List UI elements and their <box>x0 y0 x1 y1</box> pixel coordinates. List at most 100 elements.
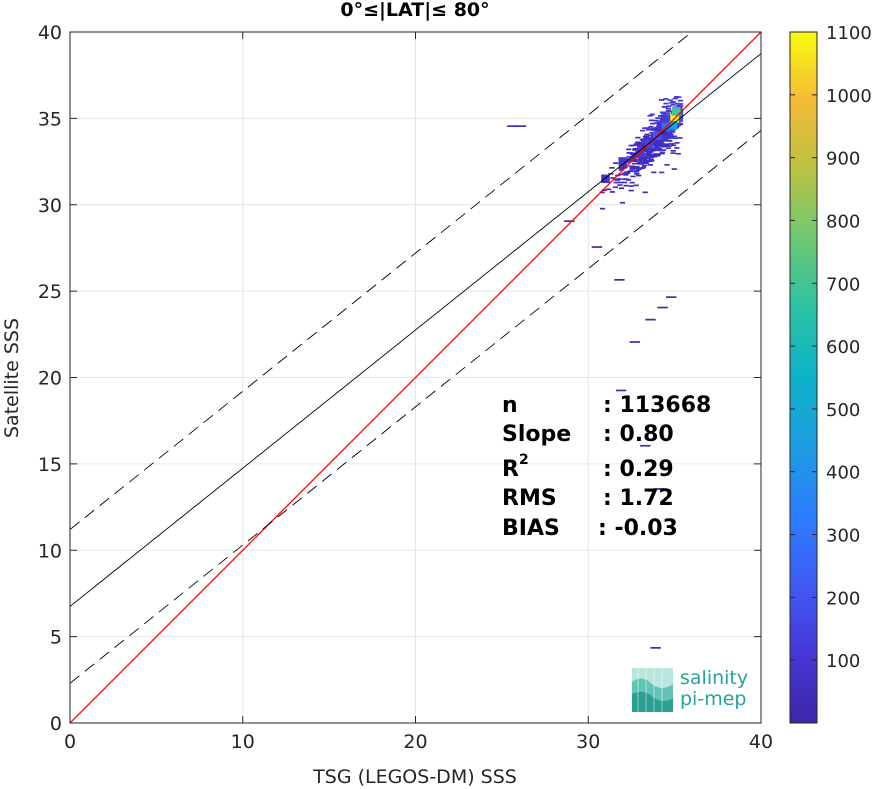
density-cell-outlier <box>629 341 641 343</box>
density-cell <box>629 168 635 171</box>
density-cell <box>632 147 638 150</box>
logo-text-pi-mep: pi-mep <box>680 688 746 710</box>
density-cell <box>623 184 629 187</box>
density-cell <box>626 179 632 181</box>
density-cell <box>627 160 633 162</box>
identity-line <box>70 32 761 723</box>
density-cell <box>661 136 667 139</box>
reference-lines <box>70 32 761 723</box>
density-cell <box>643 162 649 165</box>
x-tick-label: 0 <box>64 731 76 753</box>
density-cell <box>622 172 628 174</box>
density-cell <box>670 104 676 106</box>
density-cell <box>661 105 667 108</box>
density-cell <box>638 163 644 165</box>
density-cell <box>633 184 639 187</box>
density-cell <box>661 116 667 119</box>
density-cell <box>649 113 655 116</box>
density-cell <box>677 123 684 125</box>
density-cell <box>666 139 672 142</box>
density-cell <box>671 144 677 147</box>
density-cell <box>613 181 619 184</box>
density-cell <box>629 181 635 184</box>
colorbar-tick-label: 400 <box>826 463 860 484</box>
density-cell <box>678 103 684 105</box>
y-tick-label: 20 <box>38 368 62 390</box>
density-cell <box>647 114 653 117</box>
density-cell <box>618 169 624 171</box>
density-cell <box>648 158 654 161</box>
density-cell <box>634 165 640 168</box>
density-cell <box>646 151 652 153</box>
density-cell <box>646 153 652 156</box>
density-cell <box>634 173 640 175</box>
density-cell <box>632 170 638 173</box>
colorbar-tick-label: 300 <box>826 526 860 547</box>
density-cell <box>652 155 658 158</box>
logo-text-salinity: salinity <box>680 667 748 689</box>
density-cell <box>651 144 658 146</box>
stat-value-r2: : 0.29 <box>603 457 674 482</box>
colorbar-tick-label: 1000 <box>826 86 872 107</box>
colorbar-tick-label: 500 <box>826 400 860 421</box>
density-cell <box>651 171 657 174</box>
density-cell <box>639 161 646 164</box>
density-cell-outlier <box>507 125 518 127</box>
density-cell-outlier <box>650 647 661 649</box>
logo-mark-icon <box>632 668 673 712</box>
density-cell <box>634 167 640 169</box>
density-cell <box>674 102 680 105</box>
density-cell <box>619 201 626 204</box>
density-cell <box>663 102 669 105</box>
density-cell <box>676 116 682 119</box>
y-ticks: 0 5 10 15 20 25 30 35 40 <box>38 22 761 735</box>
density-cell <box>658 115 664 117</box>
density-cell <box>640 146 646 148</box>
density-cell <box>651 149 657 151</box>
density-cell <box>618 167 624 170</box>
density-cell <box>660 149 667 151</box>
x-axis-label: TSG (LEGOS-DM) SSS <box>312 766 517 788</box>
density-cell <box>667 99 673 102</box>
x-tick-label: 30 <box>576 731 600 753</box>
density-cell <box>635 168 642 171</box>
density-peak <box>672 107 681 116</box>
density-cell <box>612 186 618 189</box>
regression-line <box>70 53 761 607</box>
density-cell <box>639 159 645 162</box>
density-cell <box>642 135 649 138</box>
density-cell <box>610 177 616 179</box>
density-cell <box>670 131 676 133</box>
density-cell <box>659 99 665 101</box>
density-cell <box>617 181 623 184</box>
y-tick-label: 15 <box>38 454 62 476</box>
density-cell-outlier <box>564 220 575 222</box>
density-cell <box>646 148 652 151</box>
density-cell <box>665 135 671 137</box>
density-cell <box>657 143 663 146</box>
density-cell <box>672 97 678 100</box>
colorbar-tick-label: 900 <box>826 149 860 170</box>
density-cell-outlier <box>515 125 527 127</box>
density-cell <box>639 144 646 147</box>
density-cell <box>636 174 642 177</box>
density-cell-outlier <box>653 488 665 490</box>
density-cell <box>660 131 666 134</box>
density-cell <box>632 160 638 162</box>
density-cell <box>640 157 646 160</box>
density-cell <box>613 162 619 164</box>
density-cell <box>670 152 676 154</box>
density-cell <box>601 189 607 191</box>
density-cell <box>628 152 634 154</box>
density-cell <box>621 181 628 184</box>
density-cell <box>669 102 675 104</box>
stat-label-rms: RMS <box>502 486 557 511</box>
density-cell <box>667 136 673 139</box>
y-tick-label: 30 <box>38 195 62 217</box>
density-cell <box>660 120 666 122</box>
density-cell <box>650 122 656 125</box>
density-cell <box>674 147 680 149</box>
density-cell <box>609 167 615 169</box>
density-cell <box>668 133 674 136</box>
